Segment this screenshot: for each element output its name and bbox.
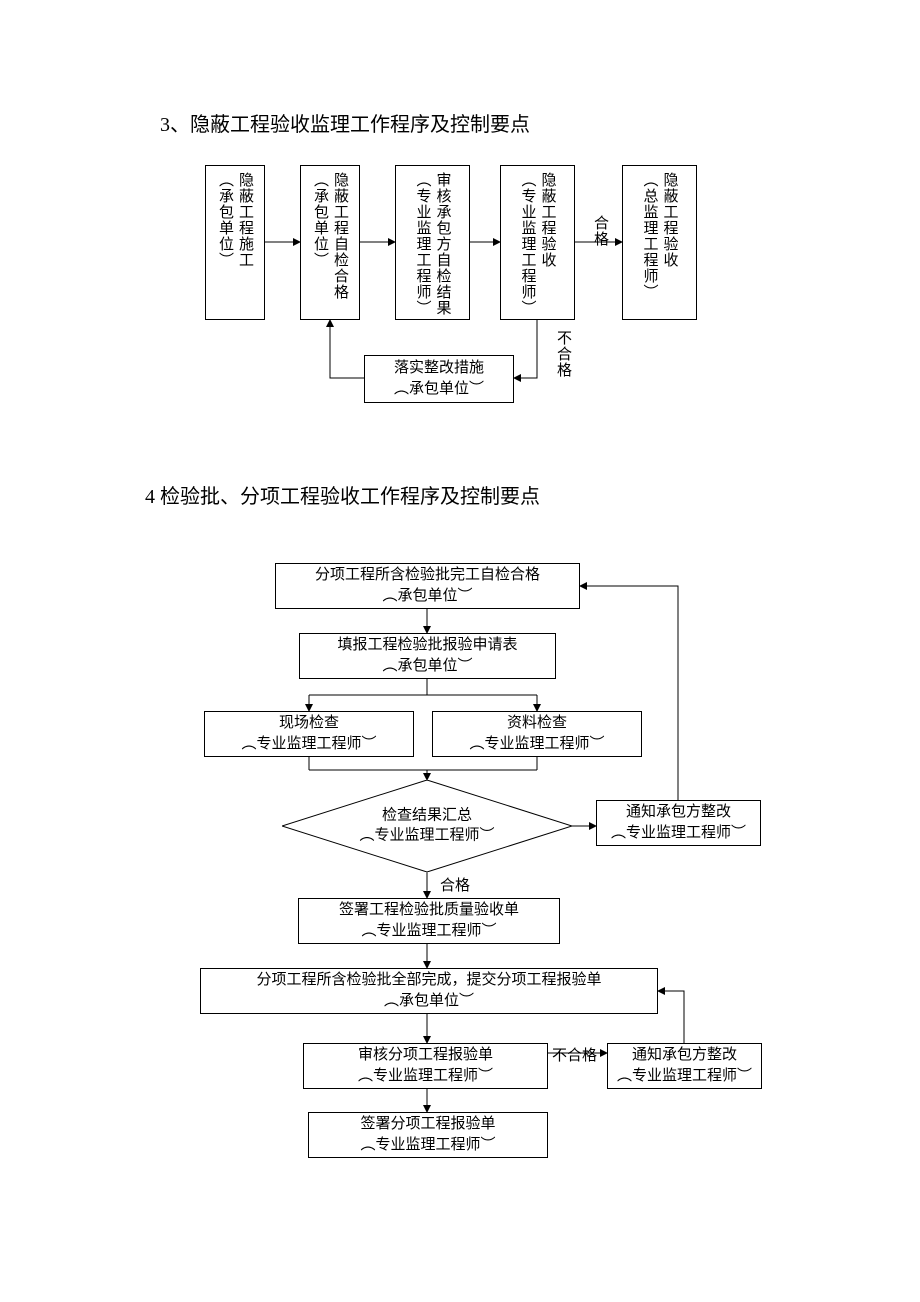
page: 3、隐蔽工程验收监理工作程序及控制要点 ︵承包单位︶ 隐蔽工程施工 ︵承包单位︶…: [0, 0, 920, 1302]
s3-node-3-sub: ︵专业监理工程师︶: [414, 172, 432, 316]
s4-r1: 通知承包方整改 ︵专业监理工程师︶: [596, 800, 761, 846]
s4-a8-sub: ︵专业监理工程师︶: [360, 1135, 495, 1156]
s4-decision: 检查结果汇总 ︵专业监理工程师︶: [282, 780, 572, 872]
s4-a4-title: 资料检查: [507, 713, 567, 734]
s3-node-4-title: 隐蔽工程验收: [539, 172, 557, 268]
s3-node-2: ︵承包单位︶ 隐蔽工程自检合格: [300, 165, 360, 320]
s4-a8-title: 签署分项工程报验单: [360, 1114, 495, 1135]
s4-a2-sub: ︵承包单位︶: [382, 656, 472, 677]
s4-r1-title: 通知承包方整改: [626, 802, 731, 823]
s4-r1-sub: ︵专业监理工程师︶: [611, 823, 746, 844]
s3-node-3-title: 审核承包方自检结果: [434, 172, 452, 316]
s4-r2-title: 通知承包方整改: [632, 1045, 737, 1066]
s3-node-5: ︵总监理工程师︶ 隐蔽工程验收: [622, 165, 697, 320]
s3-node-4: ︵专业监理工程师︶ 隐蔽工程验收: [500, 165, 575, 320]
section3-heading: 3、隐蔽工程验收监理工作程序及控制要点: [160, 108, 530, 137]
s4-a6-sub: ︵承包单位︶: [384, 991, 474, 1012]
s4-d1-sub: ︵专业监理工程师︶: [282, 826, 572, 846]
s4-a5-sub: ︵专业监理工程师︶: [361, 921, 496, 942]
s3-node-2-title: 隐蔽工程自检合格: [331, 172, 349, 300]
s4-a1-title: 分项工程所含检验批完工自检合格: [315, 565, 540, 586]
s3-node-1-sub: ︵承包单位︶: [216, 172, 234, 268]
s4-label-pass: 合格: [440, 874, 470, 895]
s4-a7-title: 审核分项工程报验单: [358, 1045, 493, 1066]
s3-feedback: 落实整改措施 ︵承包单位︶: [364, 355, 514, 403]
s4-d1-title: 检查结果汇总: [282, 807, 572, 827]
s3-node-2-sub: ︵承包单位︶: [311, 172, 329, 268]
s4-a2-title: 填报工程检验批报验申请表: [337, 635, 517, 656]
s4-a7-sub: ︵专业监理工程师︶: [358, 1066, 493, 1087]
s4-r2: 通知承包方整改 ︵专业监理工程师︶: [607, 1043, 762, 1089]
s4-a3-title: 现场检查: [279, 713, 339, 734]
s4-label-fail: 不合格: [552, 1044, 597, 1065]
s4-a4-sub: ︵专业监理工程师︶: [469, 734, 604, 755]
s3-label-fail: 不合格: [553, 330, 574, 378]
s4-a5-title: 签署工程检验批质量验收单: [339, 900, 519, 921]
s4-a8: 签署分项工程报验单 ︵专业监理工程师︶: [308, 1112, 548, 1158]
s4-r2-sub: ︵专业监理工程师︶: [617, 1066, 752, 1087]
s4-a4: 资料检查 ︵专业监理工程师︶: [432, 711, 642, 757]
s3-label-pass: 合格: [590, 215, 611, 247]
s4-a1: 分项工程所含检验批完工自检合格 ︵承包单位︶: [275, 563, 580, 609]
s4-a7: 审核分项工程报验单 ︵专业监理工程师︶: [303, 1043, 548, 1089]
s4-a3-sub: ︵专业监理工程师︶: [241, 734, 376, 755]
s4-a2: 填报工程检验批报验申请表 ︵承包单位︶: [299, 633, 556, 679]
s3-fb-title: 落实整改措施: [394, 358, 484, 379]
s3-node-3: ︵专业监理工程师︶ 审核承包方自检结果: [395, 165, 470, 320]
s4-a6: 分项工程所含检验批全部完成，提交分项工程报验单 ︵承包单位︶: [200, 968, 658, 1014]
s3-node-5-title: 隐蔽工程验收: [661, 172, 679, 268]
s3-node-4-sub: ︵专业监理工程师︶: [519, 172, 537, 316]
s3-node-1-title: 隐蔽工程施工: [236, 172, 254, 268]
s4-a1-sub: ︵承包单位︶: [382, 586, 472, 607]
s4-a3: 现场检查 ︵专业监理工程师︶: [204, 711, 414, 757]
s4-a5: 签署工程检验批质量验收单 ︵专业监理工程师︶: [298, 898, 560, 944]
s4-a6-title: 分项工程所含检验批全部完成，提交分项工程报验单: [256, 970, 601, 991]
s3-node-5-sub: ︵总监理工程师︶: [641, 172, 659, 300]
s3-fb-sub: ︵承包单位︶: [394, 379, 484, 400]
section4-heading: 4 检验批、分项工程验收工作程序及控制要点: [145, 480, 540, 509]
s3-node-1: ︵承包单位︶ 隐蔽工程施工: [205, 165, 265, 320]
